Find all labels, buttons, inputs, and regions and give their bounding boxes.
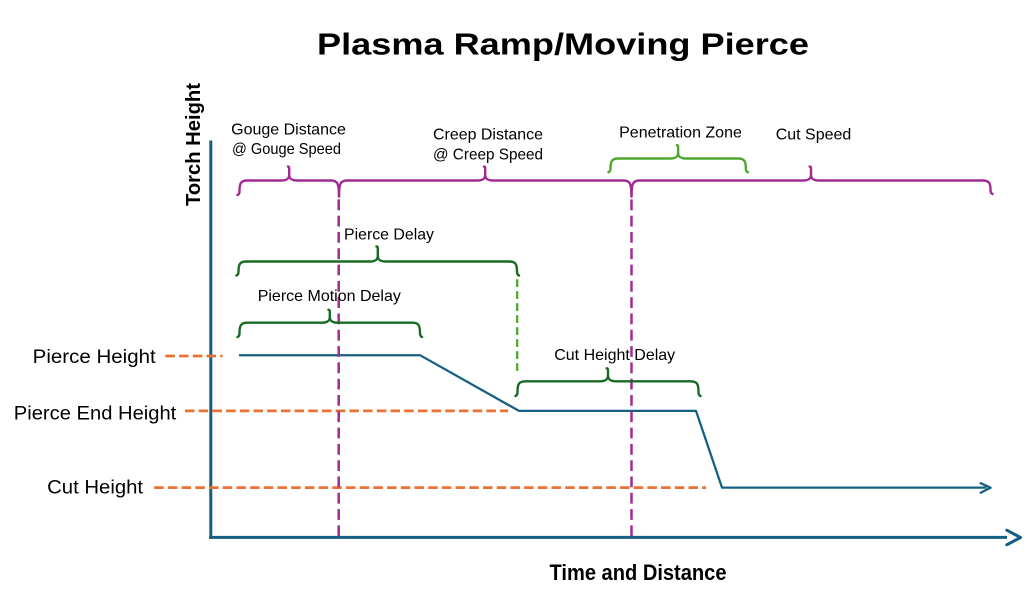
- svg-text:Pierce Motion Delay: Pierce Motion Delay: [258, 288, 401, 305]
- svg-text:Penetration Zone: Penetration Zone: [619, 125, 742, 142]
- svg-text:Time and Distance: Time and Distance: [550, 560, 727, 585]
- svg-text:Torch Height: Torch Height: [183, 83, 205, 206]
- svg-text:Cut Height Delay: Cut Height Delay: [554, 347, 675, 364]
- svg-text:Plasma Ramp/Moving Pierce: Plasma Ramp/Moving Pierce: [317, 26, 809, 61]
- svg-text:@ Gouge Speed: @ Gouge Speed: [232, 141, 341, 158]
- svg-text:@ Creep Speed: @ Creep Speed: [433, 146, 543, 163]
- svg-text:Cut Speed: Cut Speed: [776, 126, 852, 143]
- svg-text:Pierce Height: Pierce Height: [33, 347, 157, 368]
- svg-text:Cut Height: Cut Height: [47, 478, 144, 499]
- svg-text:Pierce Delay: Pierce Delay: [344, 226, 434, 243]
- svg-text:Gouge Distance: Gouge Distance: [231, 121, 346, 138]
- svg-text:Creep Distance: Creep Distance: [433, 127, 543, 144]
- svg-text:Pierce End Height: Pierce End Height: [14, 403, 177, 424]
